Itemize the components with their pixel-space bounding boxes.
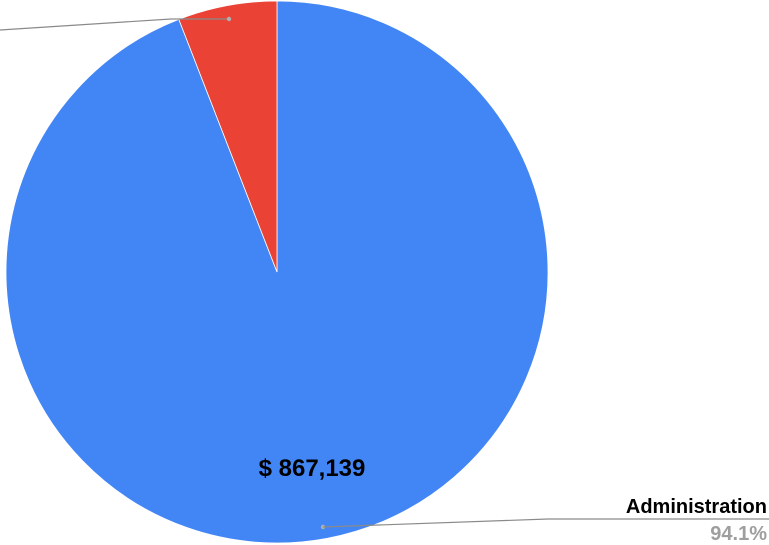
- slice-value-label: $ 867,139: [259, 455, 366, 482]
- small-slice-leader: [0, 16, 232, 31]
- slice-percent-label: 94.1%: [710, 523, 767, 545]
- administration-leader: [320, 518, 769, 530]
- pie-slices: [5, 0, 549, 544]
- slice-name-label: Administration: [626, 496, 767, 518]
